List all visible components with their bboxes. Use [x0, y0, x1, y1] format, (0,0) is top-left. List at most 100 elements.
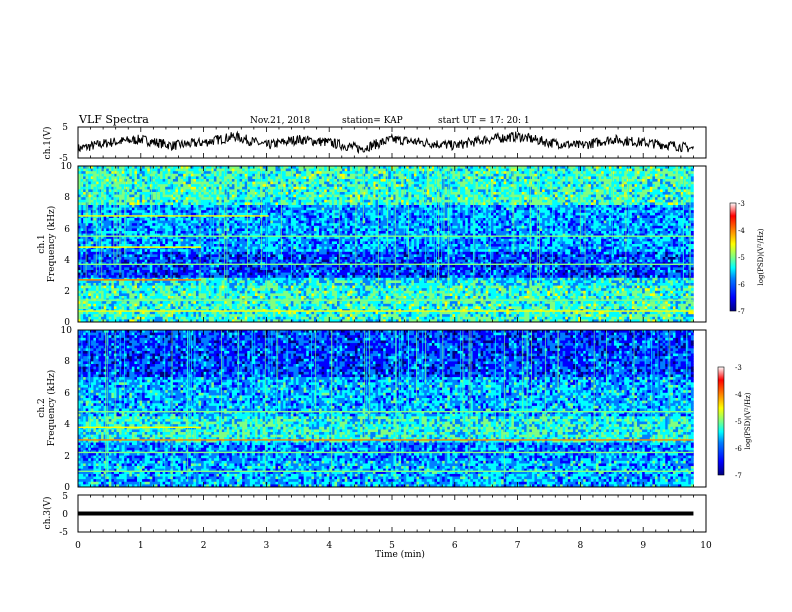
spectrogram-cell — [452, 197, 455, 200]
spectrogram-cell — [242, 195, 245, 198]
spectrogram-cell — [570, 184, 573, 187]
spectrogram-cell — [152, 182, 155, 185]
spectrogram-cell — [122, 192, 125, 195]
spectrogram-cell — [555, 208, 558, 211]
spectrogram-cell — [591, 187, 594, 190]
spectrogram-cell — [640, 189, 643, 192]
spectrogram-cell — [283, 213, 286, 216]
spectrogram-cell — [668, 205, 671, 208]
spectrogram-cell — [399, 179, 402, 182]
spectrogram-cell — [650, 200, 653, 203]
spectrogram-cell — [342, 176, 345, 179]
spectrogram-cell — [452, 213, 455, 216]
spectrogram-cell — [316, 200, 319, 203]
spectrogram-cell — [327, 205, 330, 208]
spectrogram-cell — [360, 210, 363, 213]
spectrogram-cell — [201, 200, 204, 203]
spectrogram-cell — [368, 174, 371, 177]
spectrogram-cell — [504, 176, 507, 179]
spectrogram-cell — [634, 192, 637, 195]
spectrogram-cell — [419, 187, 422, 190]
spectrogram-cell — [175, 176, 178, 179]
spectrogram-cell — [142, 184, 145, 187]
spectrogram-cell — [188, 189, 191, 192]
spectrogram-cell — [658, 213, 661, 216]
spectrogram-cell — [296, 176, 299, 179]
spectrogram-cell — [542, 210, 545, 213]
spectrogram-cell — [499, 174, 502, 177]
spectrogram-cell — [411, 200, 414, 203]
spectrogram-cell — [652, 174, 655, 177]
spectrogram-cell — [493, 187, 496, 190]
spectrogram-cell — [188, 174, 191, 177]
spectrogram-cell — [232, 176, 235, 179]
spectrogram-cell — [468, 210, 471, 213]
spectrogram-cell — [196, 187, 199, 190]
spectrogram-cell — [609, 187, 612, 190]
spectrogram-cell — [327, 197, 330, 200]
spectrogram-cell — [563, 205, 566, 208]
spectrogram-cell — [547, 215, 550, 218]
spectrogram-cell — [175, 174, 178, 177]
spectrogram-cell — [391, 171, 394, 174]
spectrogram-cell — [481, 182, 484, 185]
spectrogram-cell — [568, 205, 571, 208]
spectrogram-cell — [114, 218, 117, 221]
spectrogram-cell — [491, 176, 494, 179]
spectrogram-cell — [427, 182, 430, 185]
spectrogram-cell — [555, 169, 558, 172]
spectrogram-cell — [142, 195, 145, 198]
spectrogram-cell — [647, 205, 650, 208]
spectrogram-cell — [527, 202, 530, 205]
spectrogram-cell — [157, 197, 160, 200]
spectrogram-cell — [458, 169, 461, 172]
spectrogram-cell — [178, 192, 181, 195]
spectrogram-cell — [350, 189, 353, 192]
spectrogram-cell — [204, 208, 207, 211]
spectrogram-cell — [211, 218, 214, 221]
spectrogram-cell — [383, 215, 386, 218]
spectrogram-cell — [140, 192, 143, 195]
spectrogram-cell — [617, 208, 620, 211]
spectrogram-cell — [481, 171, 484, 174]
spectrogram-cell — [558, 200, 561, 203]
spectrogram-cell — [619, 176, 622, 179]
spectrogram-cell — [640, 192, 643, 195]
spectrogram-cell — [304, 195, 307, 198]
spectrogram-cell — [93, 176, 96, 179]
spectrogram-cell — [445, 187, 448, 190]
spectrogram-cell — [268, 179, 271, 182]
spectrogram-cell — [442, 171, 445, 174]
spectrogram-cell — [293, 195, 296, 198]
spectrogram-cell — [617, 184, 620, 187]
spectrogram-cell — [232, 195, 235, 198]
spectrogram-cell — [596, 197, 599, 200]
spectrogram-cell — [429, 200, 432, 203]
spectrogram-cell — [517, 187, 520, 190]
spectrogram-cell — [345, 215, 348, 218]
spectrogram-cell — [396, 205, 399, 208]
spectrogram-cell — [617, 213, 620, 216]
spectrogram-cell — [634, 184, 637, 187]
spectrogram-cell — [258, 195, 261, 198]
spectrogram-cell — [229, 205, 232, 208]
spectrogram-cell — [165, 202, 168, 205]
spectrogram-cell — [193, 202, 196, 205]
spectrogram-cell — [186, 218, 189, 221]
spectrogram-cell — [614, 192, 617, 195]
spectrogram-cell — [350, 195, 353, 198]
spectrogram-cell — [558, 192, 561, 195]
spectrogram-cell — [322, 205, 325, 208]
spectrogram-cell — [647, 171, 650, 174]
spectrogram-cell — [242, 176, 245, 179]
spectrogram-cell — [396, 184, 399, 187]
spectrogram-cell — [665, 171, 668, 174]
spectrogram-cell — [281, 182, 284, 185]
spectrogram-cell — [345, 210, 348, 213]
spectrogram-cell — [499, 208, 502, 211]
spectrogram-cell — [496, 210, 499, 213]
spectrogram-cell — [365, 189, 368, 192]
spectrogram-cell — [463, 200, 466, 203]
spectrogram-cell — [145, 195, 148, 198]
spectrogram-cell — [288, 197, 291, 200]
